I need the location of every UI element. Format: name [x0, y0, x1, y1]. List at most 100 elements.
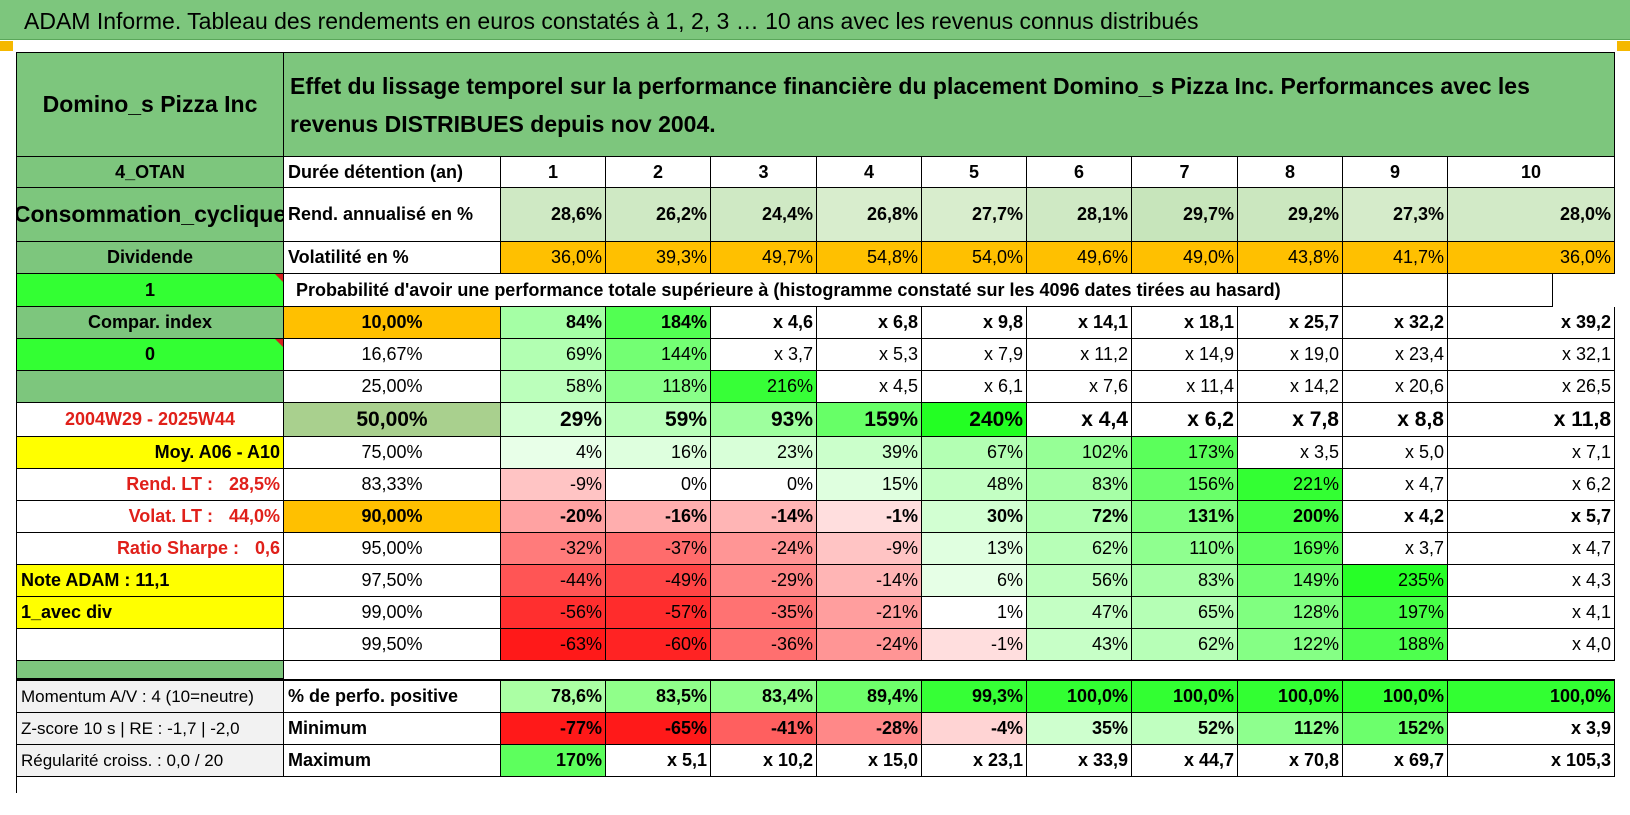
quantile-cell: x 6,2 [1448, 469, 1615, 501]
quantile-cell: -37% [606, 533, 711, 565]
pct-value: 83,5% [606, 681, 711, 713]
rend-value: 28,6% [501, 188, 606, 242]
vol-value: 49,0% [1132, 242, 1238, 274]
quantile-cell: 62% [1132, 629, 1238, 661]
quantile-cell: 93% [711, 403, 817, 437]
quantile-cell: x 14,2 [1238, 371, 1343, 403]
vol-label: Volatilité en % [284, 242, 501, 274]
quantile-cell: 118% [606, 371, 711, 403]
pct-value: 100,0% [1238, 681, 1343, 713]
quantile-cell: 1% [922, 597, 1027, 629]
quantile-cell: -49% [606, 565, 711, 597]
max-value: 170% [501, 745, 606, 777]
quantile-cell: 69% [501, 339, 606, 371]
momentum-label: Momentum A/V : 4 (10=neutre) [17, 681, 284, 713]
quantile-cell: 15% [817, 469, 922, 501]
pct-value: 100,0% [1132, 681, 1238, 713]
title-bar: ADAM Informe. Tableau des rendements en … [0, 0, 1630, 40]
max-row-label: Maximum [284, 745, 501, 777]
quantile-cell: x 6,2 [1132, 403, 1238, 437]
quantile-label: 99,00% [284, 597, 501, 629]
quantile-cell: -29% [711, 565, 817, 597]
sharpe-label: Ratio Sharpe : 0,6 [17, 533, 284, 565]
proba-label: Probabilité d'avoir une performance tota… [284, 274, 1343, 307]
max-value: x 23,1 [922, 745, 1027, 777]
quantile-cell: 6% [922, 565, 1027, 597]
description: Effet du lissage temporel sur la perform… [284, 53, 1615, 157]
year-header: 6 [1027, 157, 1132, 188]
rend-value: 29,2% [1238, 188, 1343, 242]
volat-lt-label-text: Volat. LT : [128, 506, 213, 526]
quantile-cell: x 4,6 [711, 307, 817, 339]
year-header: 5 [922, 157, 1027, 188]
quantile-cell: 240% [922, 403, 1027, 437]
quantile-cell: -36% [711, 629, 817, 661]
quantile-cell: x 4,5 [817, 371, 922, 403]
quantile-cell: 48% [922, 469, 1027, 501]
quantile-cell: 128% [1238, 597, 1343, 629]
quantile-cell: 156% [1132, 469, 1238, 501]
quantile-cell: 62% [1027, 533, 1132, 565]
rend-value: 28,1% [1027, 188, 1132, 242]
type-label: Dividende [17, 242, 284, 274]
flag-1: 1 [17, 274, 284, 307]
quantile-cell: x 23,4 [1343, 339, 1448, 371]
proba-empty-pad [1553, 274, 1615, 307]
proba-empty-9 [1343, 274, 1448, 307]
quantile-cell: 72% [1027, 501, 1132, 533]
max-value: x 70,8 [1238, 745, 1343, 777]
quantile-label: 83,33% [284, 469, 501, 501]
pct-value: 100,0% [1448, 681, 1615, 713]
year-header: 10 [1448, 157, 1615, 188]
quantile-cell: 29% [501, 403, 606, 437]
quantile-cell: -60% [606, 629, 711, 661]
quantile-cell: 131% [1132, 501, 1238, 533]
quantile-cell: 144% [606, 339, 711, 371]
max-value: x 33,9 [1027, 745, 1132, 777]
year-header: 1 [501, 157, 606, 188]
pct-value: 100,0% [1343, 681, 1448, 713]
min-value: 112% [1238, 713, 1343, 745]
vol-value: 39,3% [606, 242, 711, 274]
quantile-cell: 39% [817, 437, 922, 469]
max-value: x 10,2 [711, 745, 817, 777]
quantile-cell: 58% [501, 371, 606, 403]
compar-index-label: Compar. index [17, 307, 284, 339]
quantile-cell: -24% [817, 629, 922, 661]
quantile-cell: -1% [922, 629, 1027, 661]
quantile-cell: 173% [1132, 437, 1238, 469]
quantile-cell: x 19,0 [1238, 339, 1343, 371]
max-value: x 5,1 [606, 745, 711, 777]
pct-value: 83,4% [711, 681, 817, 713]
quantile-cell: -20% [501, 501, 606, 533]
quantile-cell: 84% [501, 307, 606, 339]
vol-value: 36,0% [1448, 242, 1615, 274]
category-label: 4_OTAN [17, 157, 284, 188]
quantile-cell: x 8,8 [1343, 403, 1448, 437]
corner-marker-right [1617, 41, 1630, 51]
pct-value: 100,0% [1027, 681, 1132, 713]
year-header: 2 [606, 157, 711, 188]
quantile-label: 10,00% [284, 307, 501, 339]
quantile-cell: x 4,4 [1027, 403, 1132, 437]
min-value: -41% [711, 713, 817, 745]
quantile-cell: 159% [817, 403, 922, 437]
quantile-cell: 30% [922, 501, 1027, 533]
quantile-label: 97,50% [284, 565, 501, 597]
zscore-label: Z-score 10 s | RE : -1,7 | -2,0 [17, 713, 284, 745]
quantile-cell: -14% [817, 565, 922, 597]
min-value: 52% [1132, 713, 1238, 745]
quantile-cell: 200% [1238, 501, 1343, 533]
quantile-cell: -16% [606, 501, 711, 533]
quantile-cell: 149% [1238, 565, 1343, 597]
quantile-cell: -21% [817, 597, 922, 629]
quantile-cell: 23% [711, 437, 817, 469]
year-header: 3 [711, 157, 817, 188]
min-value: 152% [1343, 713, 1448, 745]
rend-value: 29,7% [1132, 188, 1238, 242]
rend-label: Rend. annualisé en % [284, 188, 501, 242]
quantile-cell: 4% [501, 437, 606, 469]
rend-value: 26,2% [606, 188, 711, 242]
year-header: 9 [1343, 157, 1448, 188]
company-name: Domino_s Pizza Inc [17, 53, 284, 157]
